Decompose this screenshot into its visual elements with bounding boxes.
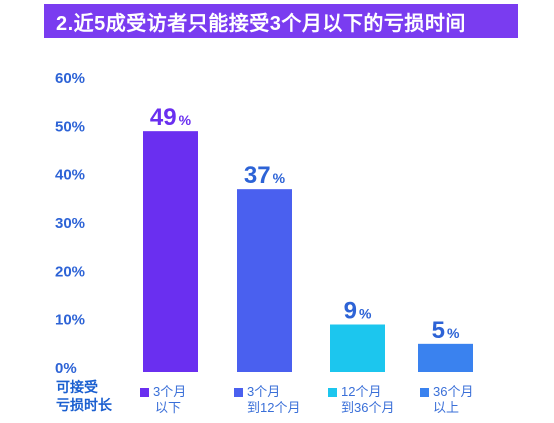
bar-value-label-3: 9% (344, 298, 372, 325)
chart-title: 2.近5成受访者只能接受3个月以下的亏损时间 (56, 12, 466, 35)
legend-label-3: 12个月 到36个月 (341, 384, 395, 415)
y-tick-label: 50% (55, 118, 85, 135)
legend-label-2: 3个月 到12个月 (247, 384, 301, 415)
y-tick-label: 10% (55, 312, 85, 329)
legend-title-line-2: 亏损时长 (56, 397, 112, 413)
legend-swatch-4 (420, 388, 429, 397)
bar-1 (143, 131, 198, 372)
y-tick-label: 0% (55, 360, 77, 377)
y-tick-label: 30% (55, 215, 85, 232)
bar-value-label-2: 37% (244, 162, 286, 189)
bar-4 (418, 343, 473, 372)
legend-swatch-1 (140, 388, 149, 397)
legend-item-3: 12个月 到36个月 (328, 384, 394, 416)
bar-value-label-1: 49% (150, 104, 192, 131)
legend-label-4: 36个月 以上 (433, 384, 474, 415)
bar-3 (330, 324, 385, 372)
bar-value-label-4: 5% (432, 317, 460, 344)
legend-swatch-3 (328, 388, 337, 397)
legend-title-line-1: 可接受 (56, 379, 98, 395)
bar-2 (237, 189, 292, 372)
y-tick-label: 40% (55, 167, 85, 184)
legend-title: 可接受 亏损时长 (56, 378, 116, 414)
legend-swatch-2 (234, 388, 243, 397)
chart-title-bar: 2.近5成受访者只能接受3个月以下的亏损时间 (44, 4, 518, 38)
y-tick-label: 60% (55, 70, 85, 87)
legend-label-1: 3个月 以下 (153, 384, 187, 415)
legend-item-2: 3个月 到12个月 (234, 384, 300, 416)
y-tick-label: 20% (55, 263, 85, 280)
legend-item-4: 36个月 以上 (420, 384, 473, 416)
legend-item-1: 3个月 以下 (140, 384, 186, 416)
